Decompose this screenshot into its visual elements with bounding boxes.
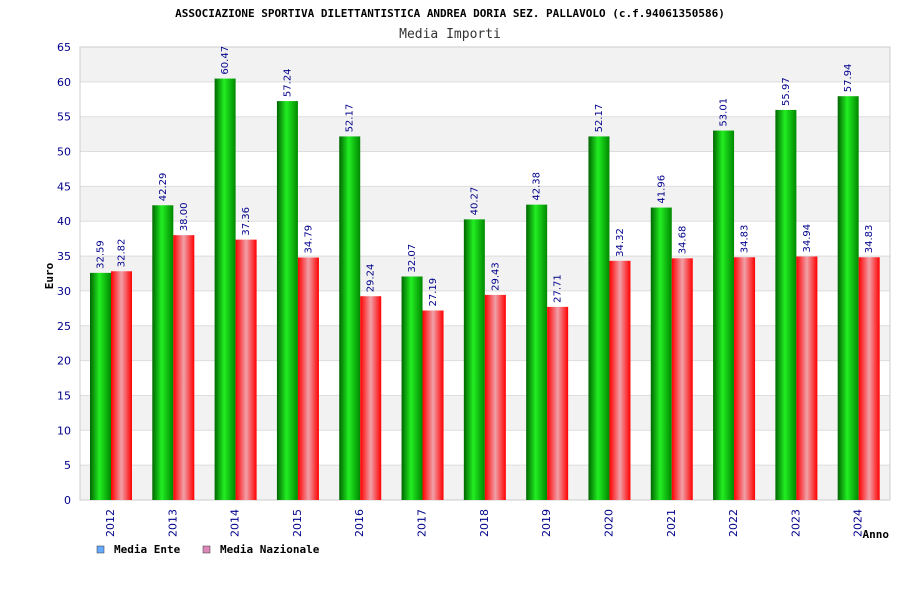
y-tick-label: 25 (57, 320, 71, 333)
y-tick-label: 0 (64, 494, 71, 507)
grid-band (80, 256, 890, 291)
data-label-ente-2013: 42.29 (158, 173, 169, 202)
y-tick-label: 65 (57, 41, 71, 54)
data-label-nazionale-2018: 29.43 (490, 262, 501, 291)
data-label-ente-2024: 57.94 (843, 64, 854, 93)
data-label-ente-2018: 40.27 (469, 187, 480, 216)
y-tick-label: 45 (57, 180, 71, 193)
data-label-ente-2021: 41.96 (656, 175, 667, 204)
data-label-nazionale-2024: 34.83 (864, 225, 875, 254)
y-tick-label: 5 (64, 459, 71, 472)
y-axis-ticks: 0 5 10 15 20 25 30 35 40 45 50 55 60 65 (57, 41, 71, 507)
data-label-ente-2023: 55.97 (781, 77, 792, 106)
data-label-ente-2019: 42.38 (532, 172, 543, 201)
bars: 32.59 32.82 42.29 38.00 60.47 37.36 57.24 34.79… (90, 46, 880, 501)
bar-nazionale-2024 (858, 257, 880, 500)
data-label-nazionale-2017: 27.19 (428, 278, 439, 307)
bar-nazionale-2016 (360, 296, 382, 500)
bar-nazionale-2023 (796, 256, 818, 500)
bar-nazionale-2017 (422, 310, 444, 500)
grid-band (80, 186, 890, 222)
bar-nazionale-2020 (609, 260, 631, 500)
y-tick-label: 35 (57, 250, 71, 263)
grid-band (80, 47, 890, 82)
bar-ente-2013 (152, 205, 174, 500)
x-tick-label-2017: 2017 (416, 509, 429, 537)
x-tick-label-2013: 2013 (166, 509, 179, 537)
y-tick-label: 10 (57, 424, 71, 437)
data-label-ente-2017: 32.07 (407, 244, 418, 273)
data-label-nazionale-2012: 32.82 (117, 239, 128, 268)
bar-nazionale-2015 (297, 257, 319, 500)
y-tick-label: 15 (57, 389, 71, 402)
bar-nazionale-2013 (173, 235, 195, 500)
chart-subtitle: Media Importi (399, 27, 501, 42)
bar-nazionale-2012 (111, 271, 132, 500)
bar-ente-2018 (463, 219, 485, 501)
x-axis-title: Anno (863, 528, 890, 541)
data-label-ente-2016: 52.17 (345, 104, 356, 133)
bar-ente-2023 (775, 109, 797, 500)
y-tick-label: 55 (57, 111, 71, 124)
bar-ente-2014 (214, 78, 236, 500)
x-tick-label-2014: 2014 (229, 509, 242, 537)
data-label-ente-2015: 57.24 (282, 68, 293, 97)
data-label-nazionale-2013: 38.00 (179, 203, 190, 232)
bar-ente-2021 (650, 207, 672, 500)
legend-swatch-ente (96, 545, 105, 554)
bar-ente-2016 (339, 136, 361, 501)
bar-nazionale-2019 (547, 306, 569, 500)
data-label-nazionale-2021: 34.68 (677, 226, 688, 255)
bar-ente-2024 (837, 96, 859, 501)
x-tick-label-2015: 2015 (291, 509, 304, 537)
data-label-ente-2012: 32.59 (96, 240, 107, 269)
x-tick-label-2012: 2012 (104, 509, 117, 537)
bar-ente-2022 (713, 130, 735, 500)
legend-label-ente: Media Ente (114, 543, 181, 556)
x-tick-label-2022: 2022 (727, 509, 740, 537)
x-axis-ticks: 2012 2013 2014 2015 2016 2017 2018 2019 2020 2021… (104, 509, 865, 537)
data-label-nazionale-2015: 34.79 (303, 225, 314, 254)
bar-ente-2017 (401, 276, 423, 500)
data-label-nazionale-2014: 37.36 (241, 207, 252, 236)
legend-label-nazionale: Media Nazionale (220, 543, 320, 556)
x-tick-label-2024: 2024 (852, 509, 865, 537)
data-label-nazionale-2023: 34.94 (802, 224, 813, 253)
x-tick-label-2016: 2016 (353, 509, 366, 537)
legend: Media Ente Media Nazionale (96, 543, 320, 556)
bar-ente-2020 (588, 136, 610, 501)
bar-nazionale-2021 (671, 258, 693, 500)
data-label-ente-2022: 53.01 (719, 98, 730, 127)
bar-nazionale-2014 (235, 239, 257, 501)
y-tick-label: 50 (57, 146, 71, 159)
x-tick-label-2021: 2021 (665, 509, 678, 537)
y-axis-title: Euro (43, 262, 56, 289)
y-tick-label: 30 (57, 285, 71, 298)
x-tick-label-2018: 2018 (478, 509, 491, 537)
x-tick-label-2023: 2023 (789, 509, 802, 537)
data-label-ente-2020: 52.17 (594, 104, 605, 133)
legend-swatch-nazionale (202, 545, 211, 554)
y-tick-label: 40 (57, 215, 71, 228)
bar-nazionale-2022 (734, 257, 756, 500)
data-label-nazionale-2022: 34.83 (740, 225, 751, 254)
x-tick-label-2019: 2019 (540, 509, 553, 537)
data-label-nazionale-2019: 27.71 (553, 274, 564, 303)
grid-band (80, 116, 890, 152)
bar-nazionale-2018 (484, 294, 506, 500)
data-label-nazionale-2020: 34.32 (615, 228, 626, 257)
bar-ente-2019 (526, 204, 548, 501)
data-label-ente-2014: 60.47 (220, 46, 231, 75)
x-tick-label-2020: 2020 (602, 509, 615, 537)
y-tick-label: 60 (57, 76, 71, 89)
bar-ente-2012 (90, 272, 111, 500)
data-label-nazionale-2016: 29.24 (366, 264, 377, 293)
y-tick-label: 20 (57, 355, 71, 368)
chart-title: ASSOCIAZIONE SPORTIVA DILETTANTISTICA AN… (175, 7, 725, 20)
bar-ente-2015 (276, 101, 298, 500)
